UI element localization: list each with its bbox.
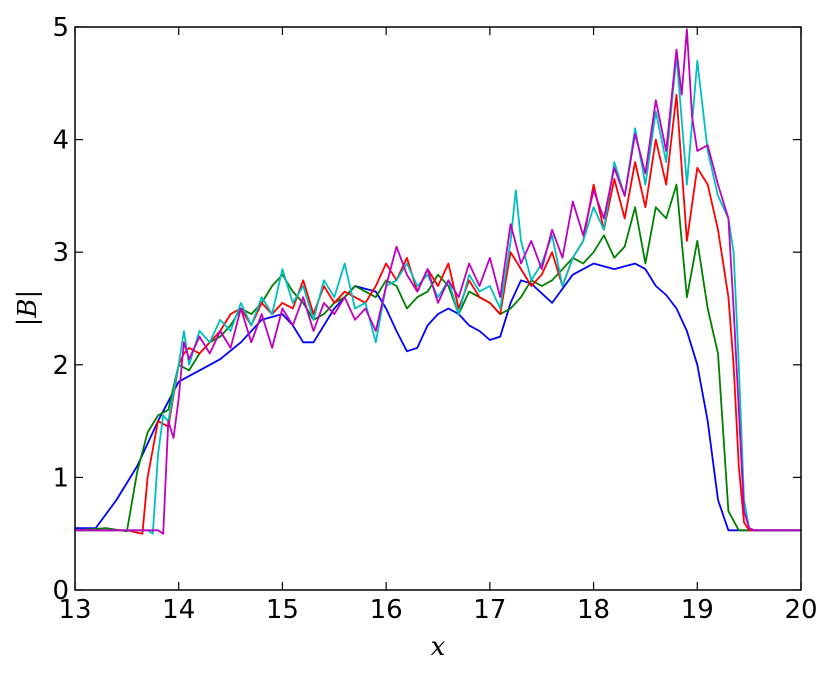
series-layer — [75, 28, 801, 535]
x-axis-label: x — [431, 632, 446, 662]
plot-frame — [74, 26, 802, 591]
x-tick-label: 15 — [266, 595, 299, 625]
y-axis-label: |B| — [13, 290, 43, 327]
x-tick-label: 13 — [58, 595, 91, 625]
y-tick-label: 1 — [52, 463, 69, 493]
y-tick-label: 5 — [52, 13, 69, 43]
x-tick-label: 18 — [577, 595, 610, 625]
series-line-1 — [75, 262, 801, 532]
x-tick-label: 17 — [473, 595, 506, 625]
x-tick-label: 20 — [784, 595, 817, 625]
series-line-5 — [75, 28, 801, 535]
x-tick-label: 19 — [681, 595, 714, 625]
x-tick-label: 16 — [370, 595, 403, 625]
y-tick-label: 3 — [52, 238, 69, 268]
y-tick-label: 0 — [52, 576, 69, 606]
y-tick-label: 4 — [52, 126, 69, 156]
y-tick-label: 2 — [52, 351, 69, 381]
y-tick-labels: 0 1 2 3 4 5 — [52, 13, 69, 606]
x-tick-labels: 13 14 15 16 17 18 19 20 — [58, 595, 817, 625]
x-tick-label: 14 — [162, 595, 195, 625]
